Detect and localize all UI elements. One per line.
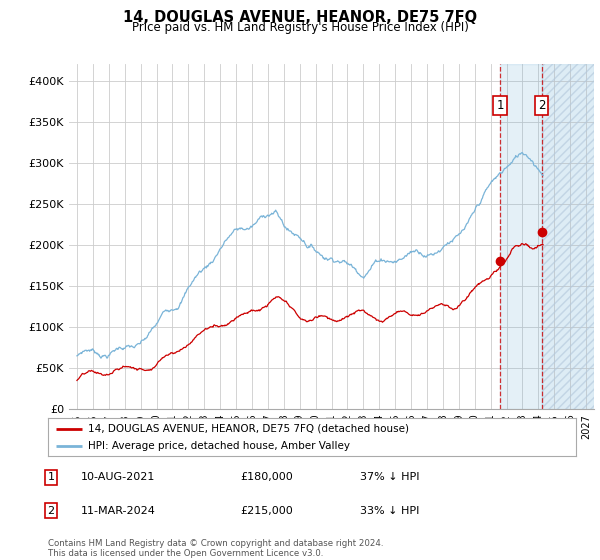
Text: 33% ↓ HPI: 33% ↓ HPI: [360, 506, 419, 516]
Text: Price paid vs. HM Land Registry's House Price Index (HPI): Price paid vs. HM Land Registry's House …: [131, 21, 469, 34]
Text: 14, DOUGLAS AVENUE, HEANOR, DE75 7FQ (detached house): 14, DOUGLAS AVENUE, HEANOR, DE75 7FQ (de…: [88, 423, 409, 433]
Bar: [542, 64, 594, 409]
Bar: [542, 64, 594, 409]
Text: Contains HM Land Registry data © Crown copyright and database right 2024.
This d: Contains HM Land Registry data © Crown c…: [48, 539, 383, 558]
Text: HPI: Average price, detached house, Amber Valley: HPI: Average price, detached house, Ambe…: [88, 441, 350, 451]
Text: 2: 2: [538, 99, 545, 112]
Text: 14, DOUGLAS AVENUE, HEANOR, DE75 7FQ: 14, DOUGLAS AVENUE, HEANOR, DE75 7FQ: [123, 10, 477, 25]
Text: £180,000: £180,000: [240, 472, 293, 482]
Text: 1: 1: [496, 99, 504, 112]
Text: £215,000: £215,000: [240, 506, 293, 516]
Text: 1: 1: [47, 472, 55, 482]
Text: 2: 2: [47, 506, 55, 516]
Text: 37% ↓ HPI: 37% ↓ HPI: [360, 472, 419, 482]
Bar: [500, 64, 542, 409]
Text: 11-MAR-2024: 11-MAR-2024: [81, 506, 156, 516]
Text: 10-AUG-2021: 10-AUG-2021: [81, 472, 155, 482]
Bar: [542, 64, 594, 409]
